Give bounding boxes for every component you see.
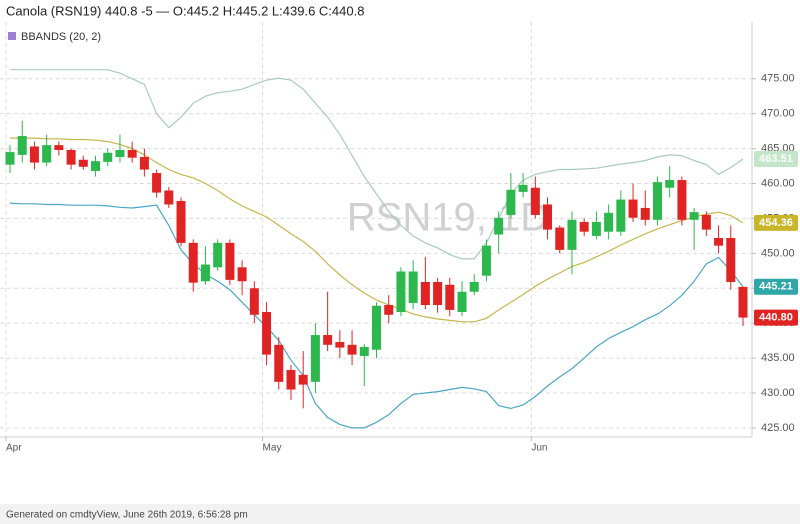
x-tick-label: Apr (6, 443, 22, 454)
candle-body (29, 146, 39, 163)
chart-title: Canola (RSN19) 440.8 -5 — O:445.2 H:445.… (6, 3, 364, 18)
price-tag-label: 445.21 (759, 281, 793, 293)
y-tick-label: 450.00 (761, 247, 795, 259)
candle-body (286, 369, 296, 390)
candle-body (494, 217, 504, 235)
candle-body (359, 346, 369, 356)
candle-body (506, 189, 516, 215)
price-tag (754, 214, 798, 231)
candle-body (249, 288, 259, 315)
candle-body (347, 344, 357, 355)
legend-swatch (8, 32, 16, 40)
price-tag-label: 463.51 (759, 153, 793, 165)
candle-body (543, 204, 553, 230)
candle-body (604, 212, 614, 232)
candle-body (152, 173, 162, 193)
candle-body (164, 190, 174, 205)
candle-body (200, 264, 210, 282)
candle-body (530, 187, 540, 215)
candle-body (298, 374, 308, 385)
candle-body (103, 152, 113, 162)
candle-body (433, 281, 443, 306)
candle-body (579, 221, 589, 232)
y-tick-label: 430.00 (761, 387, 795, 399)
bollinger-band-line (9, 202, 744, 429)
candle-body (396, 271, 406, 313)
footer-bar (0, 504, 800, 524)
candle-body (5, 152, 15, 165)
candle-body (726, 237, 736, 282)
candle-body (518, 184, 528, 192)
candle-body (445, 284, 455, 310)
price-tag-label: 454.36 (759, 217, 793, 229)
candle-body (225, 242, 235, 280)
candle-body (54, 145, 64, 150)
footer-text: Generated on cmdtyView, June 26th 2019, … (6, 510, 248, 521)
candle-body (213, 242, 223, 268)
candle-body (665, 180, 675, 188)
x-tick-label: May (263, 443, 282, 454)
candle-body (237, 267, 247, 282)
candle-body (310, 335, 320, 382)
y-tick-label: 435.00 (761, 352, 795, 364)
candle-body (384, 305, 394, 315)
candle-body (335, 342, 345, 348)
candle-body (91, 161, 101, 171)
y-tick-label: 475.00 (761, 73, 795, 85)
price-tag (754, 151, 798, 168)
y-tick-label: 425.00 (761, 422, 795, 434)
candle-body (78, 159, 88, 167)
candle-body (555, 227, 565, 250)
candle-body (66, 149, 76, 165)
candle-body (372, 305, 381, 350)
candle-body (127, 149, 137, 158)
candle-body (640, 207, 650, 220)
candle-body (714, 237, 724, 246)
candle-body (481, 245, 491, 276)
candle-body (591, 221, 601, 236)
candle-body (420, 281, 430, 306)
price-tag (754, 278, 798, 295)
candle-body (738, 286, 748, 318)
watermark: RSN19, 1D (347, 196, 549, 240)
candle-body (188, 242, 198, 283)
candle-body (17, 136, 27, 155)
x-tick-label: Jun (531, 443, 547, 454)
candle-body (176, 200, 186, 243)
candle-body (323, 335, 333, 345)
candle-body (139, 156, 149, 170)
candle-body (262, 312, 272, 355)
price-tag-label: 440.80 (759, 311, 793, 323)
candle-body (457, 291, 467, 313)
candle-body (616, 199, 626, 232)
bollinger-band-line (10, 69, 744, 260)
candle-body (689, 212, 699, 220)
y-tick-label: 460.00 (761, 177, 795, 189)
candle-body (469, 281, 479, 292)
candle-body (701, 214, 711, 230)
candle-body (408, 271, 418, 303)
candle-body (677, 180, 687, 220)
candle-body (274, 344, 284, 382)
price-tag (754, 309, 798, 326)
candle-body (115, 149, 125, 157)
candle-body (42, 145, 52, 163)
legend-label[interactable]: BBANDS (20, 2) (21, 31, 101, 43)
y-tick-label: 470.00 (761, 108, 795, 120)
candle-body (567, 219, 577, 250)
candle-body (628, 199, 638, 218)
candle-body (652, 182, 662, 220)
